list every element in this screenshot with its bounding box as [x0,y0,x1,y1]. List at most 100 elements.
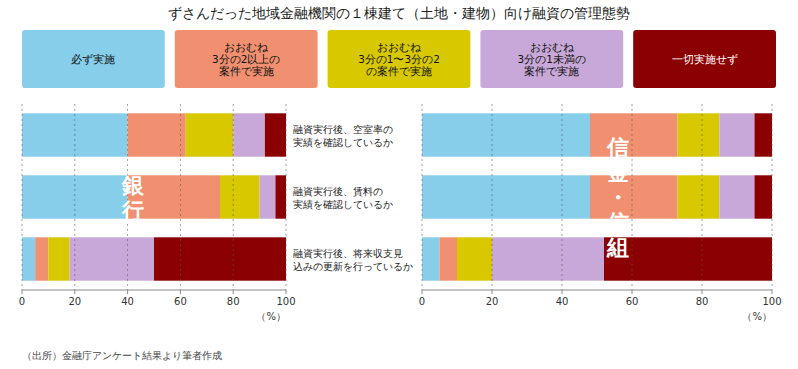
panel: 020406080100（%）信金・信組 [419,104,782,322]
bar-segment [440,237,458,280]
x-tick [492,290,493,294]
legend-swatch [22,30,165,88]
text-line: 3分の1〜3分の2 [358,53,440,65]
bar-segment [590,175,678,218]
legend-swatch [633,30,776,88]
x-tick [562,290,563,294]
text-line: 3分の2以上の [212,53,280,65]
x-tick-label: 60 [626,296,639,307]
title: ずさんだった地域金融機関の１棟建て（土地・建物）向け融資の管理態勢 [168,5,630,21]
x-tick [286,290,287,294]
grid-line [492,104,493,290]
text-line: ・ [607,185,629,210]
grid-line [632,104,633,290]
bar-segment [422,237,440,280]
grid-line [562,104,563,290]
row-label: 融資実行後、賃料の実績を確認しているか [293,186,393,210]
grid-line [180,104,181,290]
bar-segment [22,237,35,280]
bar-segment [457,237,492,280]
overlay-label: 信金・信組 [606,135,629,260]
text-line: 必ず実施 [71,53,115,66]
text-line: おおむね [377,41,422,53]
bar-segment [720,175,755,218]
x-axis-label: （%） [256,311,286,322]
x-tick [702,290,703,294]
text-line: 信 [606,210,629,235]
text-line: おおむね [224,41,269,53]
panel: 020406080100（%）銀行融資実行後、空室率の実績を確認しているか融資実… [19,104,413,322]
legend-label: おおむね3分の1〜3分の2の案件で実施 [358,41,440,77]
grid-line [702,104,703,290]
source-note: （出所）金融庁アンケート結果より筆者作成 [22,350,222,361]
legend-swatch [175,30,318,88]
row-label: 融資実行後、空室率の実績を確認しているか [293,124,393,148]
grid-line [233,104,234,290]
text-line: 融資実行後、将来収支見 [293,248,403,259]
bar-segment [755,175,773,218]
grid-line [22,104,23,290]
legend-swatch [328,30,471,88]
bar-segment [154,237,286,280]
x-tick-label: 80 [696,296,709,307]
text-line: 案件で実施 [219,65,274,77]
chart-root: ずさんだった地域金融機関の１棟建て（土地・建物）向け融資の管理態勢必ず実施 おおむ… [0,0,798,369]
bars [22,113,286,280]
text-line: 3分の1未満の [518,53,586,65]
bar-segment [678,175,720,218]
bar-segment [678,113,720,156]
x-tick-label: 80 [227,296,240,307]
grid-line [772,104,773,290]
bar-segment [186,113,234,156]
bar-segment [48,237,69,280]
x-tick [772,290,773,294]
text-line: おおむね [530,41,575,53]
bar-segment [755,113,773,156]
x-tick [74,290,75,294]
text-line: 行 [121,198,144,223]
x-tick [422,290,423,294]
x-tick-label: 100 [276,296,295,307]
x-tick-label: 40 [556,296,569,307]
x-tick-label: 20 [68,296,81,307]
bar-segment [233,113,265,156]
bar-segment [275,175,286,218]
bar-segment [422,113,590,156]
legend-label: 必ず実施 [71,53,115,66]
bar-segment [422,175,590,218]
x-tick [180,290,181,294]
x-tick-label: 100 [762,296,781,307]
x-tick-label: 0 [419,296,425,307]
text-line: 込みの更新を行っているか [293,261,413,272]
x-tick [233,290,234,294]
bar-segment [128,113,186,156]
legend-label: 一切実施せず [672,53,738,66]
text-line: の案件で実施 [366,65,432,77]
x-tick [632,290,633,294]
bars [422,113,772,280]
grid-line [422,104,423,290]
legend: 必ず実施おおむね3分の2以上の案件で実施おおむね3分の1〜3分の2の案件で実施お… [22,30,776,88]
x-tick [22,290,23,294]
bar-segment [260,175,276,218]
bar-segment [492,237,604,280]
bar-segment [265,113,286,156]
x-tick-label: 0 [19,296,25,307]
bar-segment [220,175,260,218]
bar-segment [22,175,128,218]
overlay-label: 銀行 [121,173,145,223]
grid-line [286,104,287,290]
bar-segment [604,237,772,280]
text-line: 組 [606,235,629,260]
x-axis-line [22,290,286,291]
grid-line [74,104,75,290]
x-tick-label: 40 [121,296,134,307]
x-axis-line [422,290,772,291]
legend-swatch [480,30,623,88]
x-tick-label: 60 [174,296,187,307]
text-line: 金 [606,160,629,185]
text-line: 融資実行後、空室率の [293,124,393,135]
text-line: 銀 [121,173,145,198]
legend-label: おおむね3分の1未満の案件で実施 [518,41,586,77]
legend-label: おおむね3分の2以上の案件で実施 [212,41,280,77]
